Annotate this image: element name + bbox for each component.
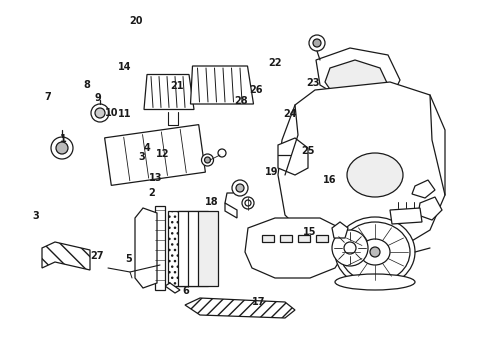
Polygon shape (280, 235, 292, 242)
Text: 27: 27 (90, 251, 104, 261)
Polygon shape (178, 211, 198, 285)
Polygon shape (198, 211, 218, 285)
Text: 26: 26 (249, 85, 263, 95)
Polygon shape (155, 206, 165, 290)
Text: 20: 20 (129, 16, 143, 26)
Polygon shape (298, 235, 310, 242)
Polygon shape (144, 75, 194, 109)
Circle shape (91, 104, 109, 122)
Polygon shape (42, 242, 90, 270)
Circle shape (332, 230, 368, 266)
Circle shape (232, 180, 248, 196)
Ellipse shape (340, 222, 410, 282)
Text: 23: 23 (306, 78, 319, 88)
Polygon shape (188, 211, 208, 285)
Ellipse shape (335, 274, 415, 290)
Text: 15: 15 (303, 227, 317, 237)
Text: 14: 14 (118, 62, 132, 72)
Polygon shape (191, 66, 253, 104)
Polygon shape (325, 60, 388, 105)
Ellipse shape (347, 153, 403, 197)
Text: 11: 11 (118, 109, 132, 120)
Text: 24: 24 (283, 109, 297, 120)
Circle shape (242, 197, 254, 209)
Text: 2: 2 (148, 188, 155, 198)
Text: 12: 12 (156, 149, 170, 159)
Polygon shape (418, 197, 442, 220)
Circle shape (245, 200, 251, 206)
Ellipse shape (335, 217, 415, 287)
Polygon shape (135, 208, 157, 288)
Circle shape (344, 242, 356, 254)
Text: 16: 16 (322, 175, 336, 185)
Circle shape (218, 149, 226, 157)
Text: 1: 1 (60, 134, 67, 144)
Polygon shape (185, 298, 295, 318)
Circle shape (56, 142, 68, 154)
Text: 3: 3 (32, 211, 39, 221)
Circle shape (313, 39, 321, 47)
Text: 3: 3 (139, 152, 146, 162)
Polygon shape (168, 211, 188, 285)
Polygon shape (316, 48, 400, 112)
Polygon shape (316, 235, 328, 242)
Text: 17: 17 (252, 297, 266, 307)
Text: 22: 22 (269, 58, 282, 68)
Circle shape (309, 35, 325, 51)
Circle shape (95, 108, 105, 118)
Polygon shape (332, 222, 348, 238)
Polygon shape (105, 125, 205, 185)
Polygon shape (165, 283, 180, 293)
Text: 21: 21 (171, 81, 184, 91)
Circle shape (201, 154, 214, 166)
Text: 10: 10 (105, 108, 119, 118)
Ellipse shape (360, 239, 390, 265)
Circle shape (204, 157, 211, 163)
Polygon shape (245, 218, 345, 278)
Polygon shape (412, 180, 435, 198)
Text: 18: 18 (205, 197, 219, 207)
Text: 13: 13 (149, 173, 163, 183)
Text: 4: 4 (144, 143, 150, 153)
Text: 28: 28 (234, 96, 248, 106)
Text: 19: 19 (265, 167, 279, 177)
Polygon shape (278, 138, 308, 175)
Text: 5: 5 (125, 254, 132, 264)
Polygon shape (262, 235, 274, 242)
Text: 25: 25 (301, 146, 315, 156)
Circle shape (370, 247, 380, 257)
Text: 8: 8 (84, 80, 91, 90)
Text: 9: 9 (95, 93, 101, 103)
Circle shape (51, 137, 73, 159)
Polygon shape (278, 82, 445, 252)
Polygon shape (225, 203, 237, 218)
Circle shape (236, 184, 244, 192)
Polygon shape (390, 208, 422, 224)
Text: 7: 7 (45, 92, 51, 102)
Text: 6: 6 (183, 286, 190, 296)
